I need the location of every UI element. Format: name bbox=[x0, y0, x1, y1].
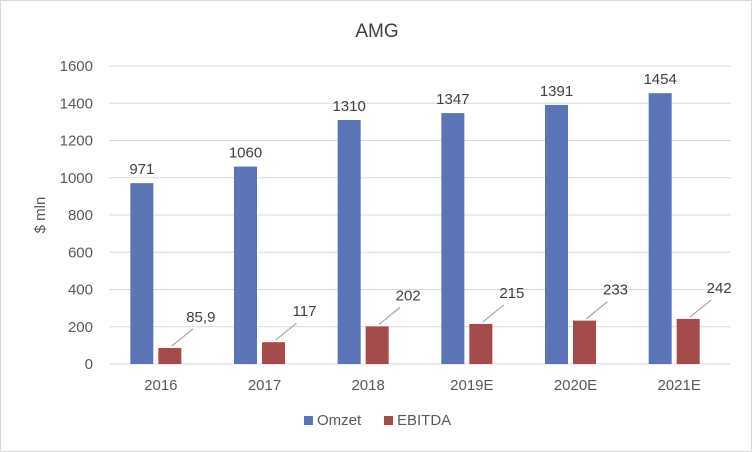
bar-ebitda-2018 bbox=[365, 326, 389, 364]
bar-ebitda-2019E bbox=[469, 323, 493, 364]
legend-swatch-ebitda bbox=[384, 416, 393, 425]
gridlines bbox=[109, 65, 731, 365]
y-tick-label: 1400 bbox=[60, 95, 93, 112]
bar-omzet-2016 bbox=[130, 183, 154, 364]
leader-line bbox=[171, 328, 194, 347]
y-tick-label: 0 bbox=[85, 356, 93, 373]
x-tick-label: 2021E bbox=[657, 377, 700, 394]
bar-omzet-2018 bbox=[337, 120, 361, 364]
data-label: 233 bbox=[603, 282, 628, 299]
y-tick-label: 200 bbox=[68, 319, 93, 336]
data-label: 202 bbox=[396, 287, 421, 304]
legend-swatch-omzet bbox=[304, 416, 313, 425]
y-tick-label: 1600 bbox=[60, 58, 93, 75]
y-tick-label: 600 bbox=[68, 244, 93, 261]
y-axis-ticks: 0 200 400 600 800 1000 1200 1400 1600 bbox=[60, 58, 93, 373]
y-tick-label: 1000 bbox=[60, 170, 93, 187]
y-tick-label: 400 bbox=[68, 282, 93, 299]
data-label: 117 bbox=[293, 303, 317, 320]
y-axis-label: $ mln bbox=[32, 197, 49, 234]
data-label: 1347 bbox=[436, 91, 469, 108]
leader-line bbox=[275, 322, 297, 341]
data-label: 1310 bbox=[332, 98, 365, 115]
x-tick-label: 2019E bbox=[450, 377, 493, 394]
legend-label-omzet: Omzet bbox=[317, 412, 362, 429]
chart-title: AMG bbox=[355, 21, 398, 42]
bar-ebitda-2021E bbox=[676, 318, 700, 364]
y-tick-label: 1200 bbox=[60, 133, 93, 150]
bar-omzet-2021E bbox=[648, 93, 672, 364]
bar-ebitda-2020E bbox=[573, 320, 596, 364]
x-tick-label: 2016 bbox=[144, 377, 177, 394]
data-labels: 971 85,9 1060 117 1310 202 1347 215 1391 233 1454 2… bbox=[129, 71, 732, 347]
leader-line bbox=[482, 304, 505, 323]
data-label: 1060 bbox=[229, 145, 262, 162]
bar-ebitda-2016 bbox=[158, 348, 182, 364]
bars bbox=[130, 93, 700, 365]
y-tick-label: 800 bbox=[68, 207, 93, 224]
leader-line bbox=[378, 306, 401, 325]
leader-line bbox=[689, 299, 712, 318]
data-label: 85,9 bbox=[186, 309, 215, 326]
data-label: 242 bbox=[707, 280, 732, 297]
x-tick-label: 2020E bbox=[554, 377, 597, 394]
data-label: 1391 bbox=[540, 83, 573, 100]
data-label: 215 bbox=[499, 285, 524, 302]
data-label: 971 bbox=[129, 161, 154, 178]
data-label: 1454 bbox=[643, 71, 676, 88]
bar-omzet-2017 bbox=[234, 166, 257, 364]
legend-label-ebitda: EBITDA bbox=[397, 412, 451, 429]
bar-omzet-2019E bbox=[441, 113, 465, 364]
bar-ebitda-2017 bbox=[262, 342, 285, 364]
x-tick-label: 2017 bbox=[248, 377, 281, 394]
x-tick-label: 2018 bbox=[351, 377, 384, 394]
legend: Omzet EBITDA bbox=[304, 412, 451, 429]
bar-omzet-2020E bbox=[545, 104, 568, 365]
leader-line bbox=[586, 301, 608, 320]
x-axis-ticks: 2016 2017 2018 2019E 2020E 2021E bbox=[144, 377, 701, 394]
